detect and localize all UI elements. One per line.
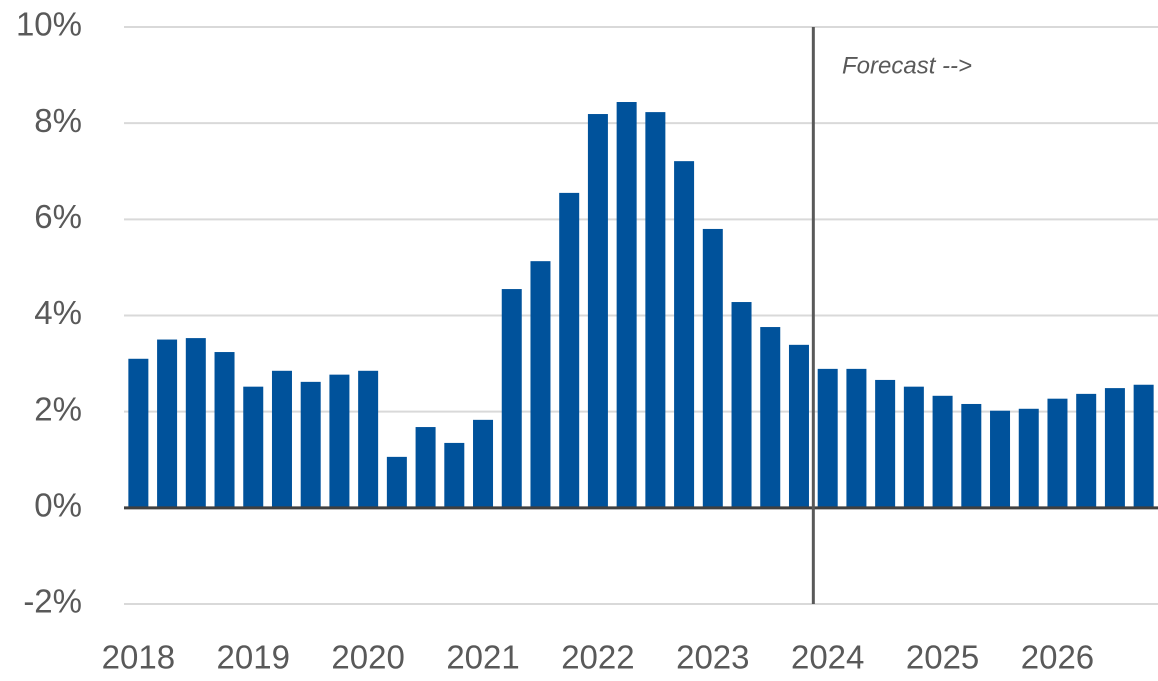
- x-tick-label: 2024: [791, 639, 864, 676]
- bar: [214, 352, 235, 508]
- bar: [990, 410, 1011, 508]
- bar: [645, 112, 666, 508]
- bar: [616, 102, 637, 508]
- bar: [817, 368, 838, 508]
- bar: [587, 114, 608, 508]
- bar: [1018, 408, 1039, 508]
- x-tick-label: 2026: [1021, 639, 1094, 676]
- bar: [271, 370, 292, 508]
- bar: [501, 289, 522, 508]
- bar: [157, 339, 178, 508]
- bar: [903, 386, 924, 508]
- bar: [760, 327, 781, 508]
- x-tick-label: 2022: [561, 639, 634, 676]
- bar: [559, 192, 580, 508]
- bar: [415, 427, 436, 508]
- x-tick-label: 2019: [217, 639, 290, 676]
- bar: [702, 228, 723, 508]
- bar: [961, 403, 982, 508]
- annotation: Forecast -->: [842, 52, 972, 79]
- bar: [300, 381, 321, 508]
- bar: [473, 419, 494, 508]
- bar: [788, 344, 809, 508]
- y-tick-label: 6%: [34, 198, 82, 235]
- y-tick-label: 10%: [16, 6, 82, 43]
- y-tick-label: 4%: [34, 294, 82, 331]
- bar: [1076, 393, 1097, 508]
- bar: [329, 374, 350, 508]
- bar: [674, 161, 695, 508]
- bar: [358, 370, 379, 508]
- y-tick-label: 0%: [34, 487, 82, 524]
- y-tick-label: 8%: [34, 102, 82, 139]
- y-tick-label: 2%: [34, 390, 82, 427]
- bar: [1104, 388, 1125, 508]
- bar: [846, 368, 867, 508]
- x-tick-label: 2018: [102, 639, 175, 676]
- x-tick-label: 2020: [331, 639, 404, 676]
- bar: [128, 358, 149, 508]
- bar: [731, 302, 752, 508]
- x-tick-label: 2021: [446, 639, 519, 676]
- bar: [530, 261, 551, 508]
- x-tick-label: 2025: [906, 639, 979, 676]
- bar: [932, 395, 953, 508]
- bar: [386, 456, 407, 508]
- bar: [1133, 384, 1154, 508]
- y-tick-label: -2%: [23, 583, 82, 620]
- bar: [1047, 398, 1068, 508]
- bar: [243, 386, 264, 508]
- bar: [185, 338, 206, 508]
- x-tick-label: 2023: [676, 639, 749, 676]
- bar: [444, 442, 465, 508]
- bar: [875, 379, 896, 508]
